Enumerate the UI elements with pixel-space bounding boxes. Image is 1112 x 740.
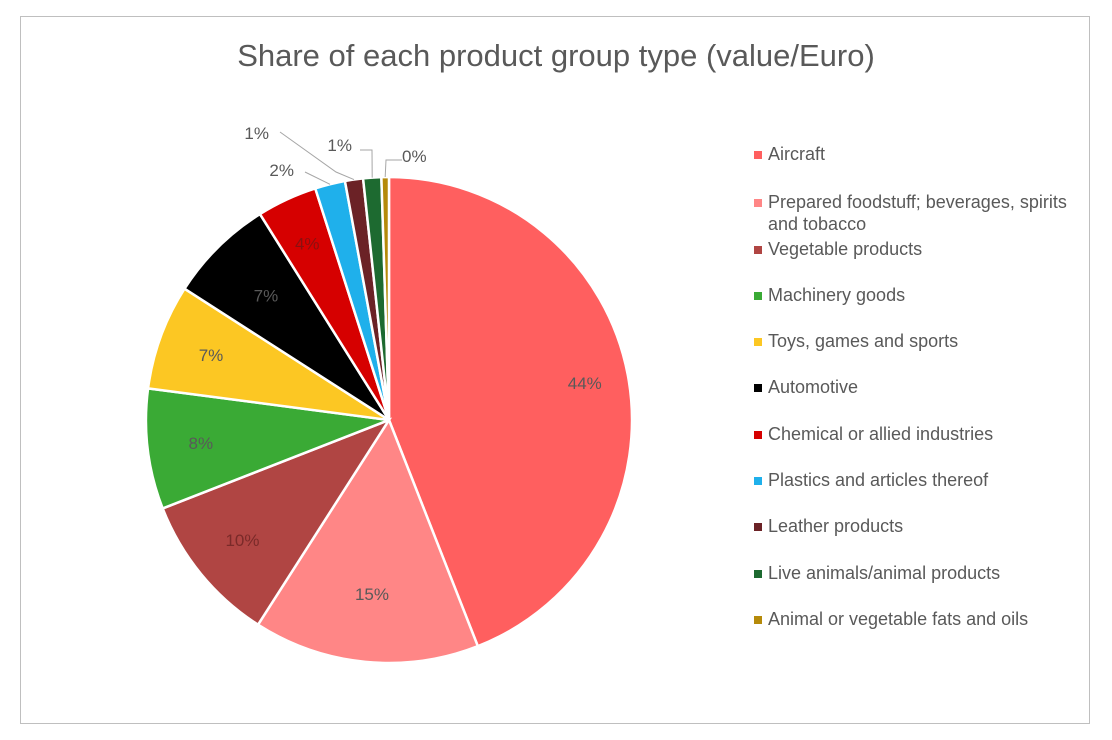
legend-item-vegetable-products: Vegetable products bbox=[754, 238, 1068, 260]
legend-swatch bbox=[754, 384, 762, 392]
legend-label: Machinery goods bbox=[768, 285, 906, 305]
leader-line-live-animals-animal-products bbox=[360, 149, 373, 178]
legend-swatch bbox=[754, 616, 762, 624]
legend-label: Plastics and articles thereof bbox=[768, 470, 989, 490]
legend-item-live-animals-animal-products: Live animals/animal products bbox=[754, 562, 1068, 584]
pie-slice-automotive bbox=[182, 212, 391, 422]
pie-slice-toys-games-and-sports bbox=[146, 286, 390, 422]
legend-swatch bbox=[754, 431, 762, 439]
legend-item-leather-products: Leather products bbox=[754, 515, 1068, 537]
data-label-plastics-and-articles-thereof: 2% bbox=[269, 161, 294, 180]
legend-item-animal-or-vegetable-fats-and-oils: Animal or vegetable fats and oils bbox=[754, 608, 1068, 630]
pie-slice-machinery-goods bbox=[144, 386, 390, 511]
legend-label: Animal or vegetable fats and oils bbox=[768, 609, 1029, 629]
data-label-leather-products: 1% bbox=[244, 124, 269, 143]
data-label-aircraft: 44% bbox=[568, 374, 602, 393]
leader-line-plastics-and-articles-thereof bbox=[304, 171, 331, 185]
data-label-chemical-or-allied-industries: 4% bbox=[295, 235, 320, 254]
legend-swatch bbox=[754, 477, 762, 485]
legend-label: Vegetable products bbox=[768, 239, 923, 259]
chart-title: Share of each product group type (value/… bbox=[237, 38, 875, 73]
legend-swatch bbox=[754, 246, 762, 254]
legend-item-machinery-goods: Machinery goods bbox=[754, 284, 1068, 306]
data-label-prepared-foodstuff-beverages-spirits-and-tobacco: 15% bbox=[355, 585, 389, 604]
legend-label: Automotive bbox=[768, 377, 859, 397]
legend-item-aircraft: Aircraft bbox=[754, 143, 1068, 165]
pie-slice-vegetable-products bbox=[161, 417, 393, 627]
legend-label: Live animals/animal products bbox=[768, 563, 1001, 583]
legend-item-chemical-or-allied-industries: Chemical or allied industries bbox=[754, 423, 1068, 445]
data-label-machinery-goods: 8% bbox=[189, 434, 214, 453]
legend-item-automotive: Automotive bbox=[754, 376, 1068, 398]
data-label-vegetable-products: 10% bbox=[225, 531, 259, 550]
legend-swatch bbox=[754, 338, 762, 346]
legend-swatch bbox=[754, 570, 762, 578]
legend-swatch bbox=[754, 292, 762, 300]
legend-item-toys-games-and-sports: Toys, games and sports bbox=[754, 330, 1068, 352]
legend-swatch bbox=[754, 199, 762, 207]
legend-label: Toys, games and sports bbox=[768, 331, 959, 351]
leader-line-animal-or-vegetable-fats-and-oils bbox=[384, 159, 402, 178]
legend-swatch bbox=[754, 523, 762, 531]
data-label-automotive: 7% bbox=[254, 287, 279, 306]
legend-label: Leather products bbox=[768, 516, 904, 536]
leader-line-leather-products bbox=[279, 131, 355, 180]
legend-label: Prepared foodstuff; beverages, spirits a… bbox=[768, 192, 1067, 234]
pie-slice-aircraft bbox=[387, 175, 634, 648]
data-label-animal-or-vegetable-fats-and-oils: 0% bbox=[402, 147, 427, 166]
data-label-live-animals-animal-products: 1% bbox=[327, 136, 352, 155]
legend-label: Chemical or allied industries bbox=[768, 424, 994, 444]
pie-slice-prepared-foodstuff-beverages-spirits-and-tobacco bbox=[256, 417, 480, 665]
legend-swatch bbox=[754, 151, 762, 159]
data-label-toys-games-and-sports: 7% bbox=[199, 346, 224, 365]
legend-label: Aircraft bbox=[768, 144, 826, 164]
legend-item-prepared-foodstuff-beverages-spirits-and-tobacco: Prepared foodstuff; beverages, spirits a… bbox=[754, 191, 1068, 235]
legend-item-plastics-and-articles-thereof: Plastics and articles thereof bbox=[754, 469, 1068, 491]
